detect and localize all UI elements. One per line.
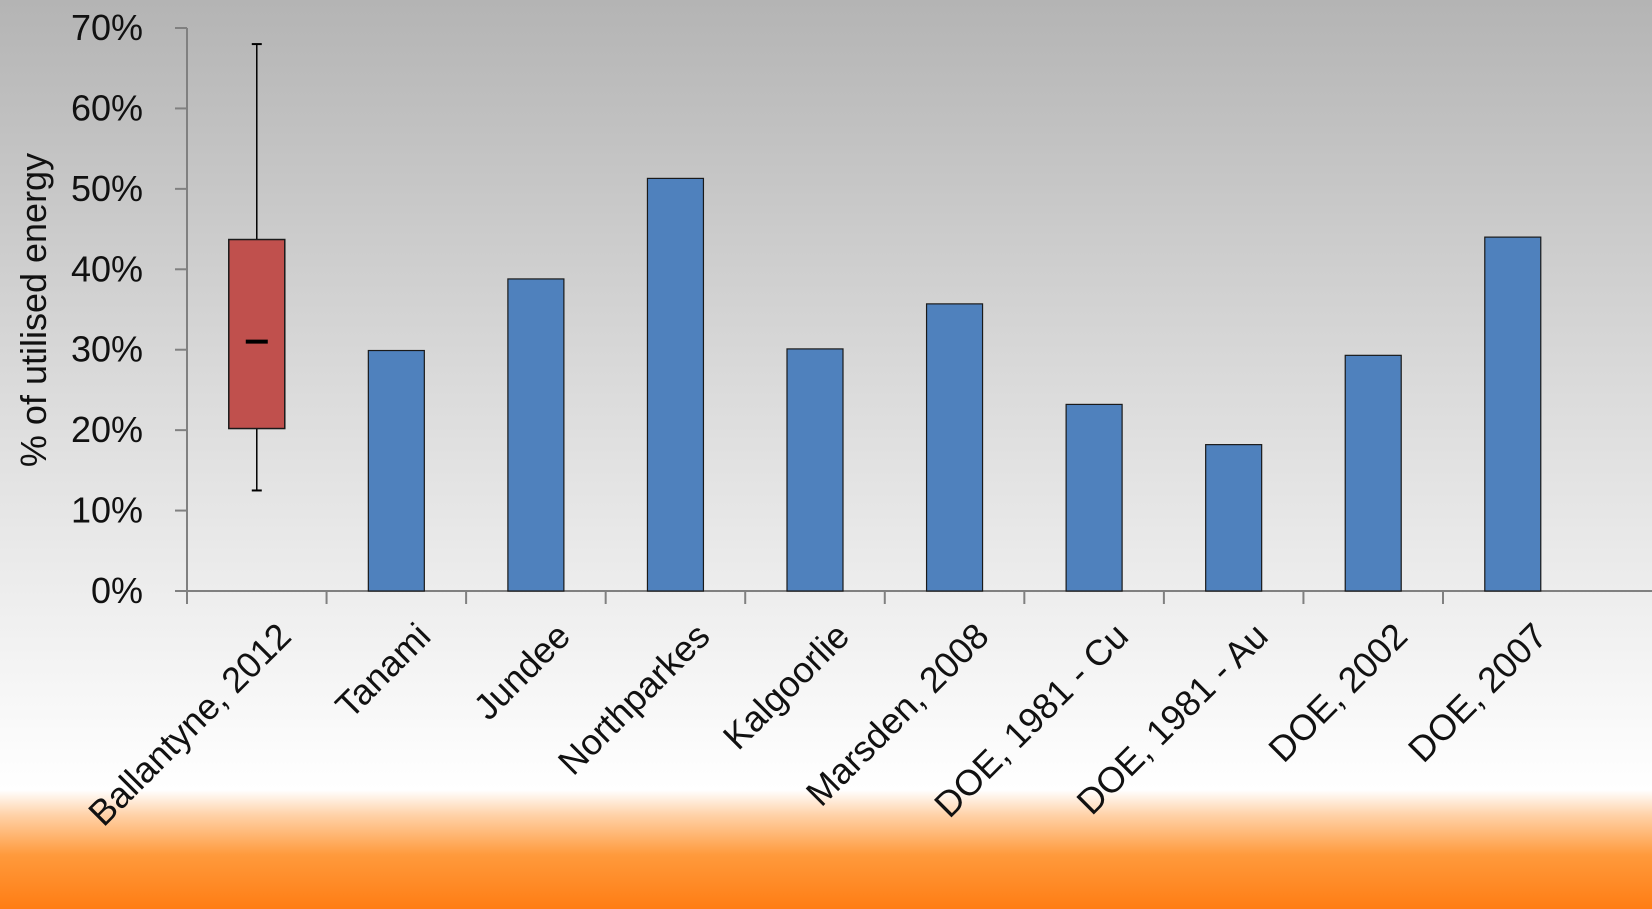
box-iqr xyxy=(228,238,286,430)
chart-marks xyxy=(228,43,1542,592)
y-axis-title: % of utilised energy xyxy=(13,153,54,467)
x-category-label: Jundee xyxy=(465,615,578,728)
bar xyxy=(507,278,565,592)
y-tick-label: 10% xyxy=(71,490,143,531)
bar xyxy=(1484,236,1542,592)
bar xyxy=(1065,403,1123,592)
x-category-label: DOE, 2002 xyxy=(1260,615,1415,770)
bar xyxy=(1205,444,1263,592)
y-tick-label: 60% xyxy=(71,87,143,128)
x-category-label: DOE, 2007 xyxy=(1400,615,1555,770)
y-tick-label: 0% xyxy=(91,570,143,611)
y-tick-label: 50% xyxy=(71,168,143,209)
x-axis: Ballantyne, 2012 Tanami JundeeNorthparkesK… xyxy=(80,590,1652,834)
x-category-label: Northparkes xyxy=(550,615,718,783)
y-tick-label: 70% xyxy=(71,7,143,48)
bar xyxy=(786,348,844,592)
bar xyxy=(646,177,705,592)
x-category-label: Kalgoorlie xyxy=(715,615,857,757)
bar xyxy=(367,349,425,592)
y-tick-label: 20% xyxy=(71,409,143,450)
y-tick-label: 30% xyxy=(71,329,143,370)
bar xyxy=(925,303,984,592)
y-tick-label: 40% xyxy=(71,248,143,289)
y-axis: 0% 10% 20% 30% 40% 50% 60% 70% xyxy=(71,7,188,611)
x-category-label: Tanami xyxy=(327,615,438,726)
bar xyxy=(1344,354,1402,592)
x-category-label: Ballantyne, 2012 xyxy=(80,615,299,834)
